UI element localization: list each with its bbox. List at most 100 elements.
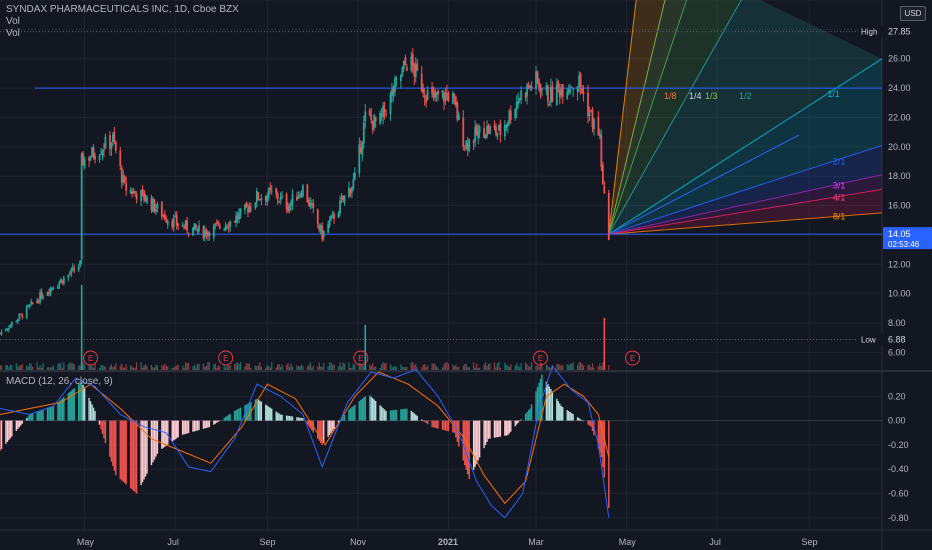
candle-body (362, 122, 365, 144)
macd-histogram-bar (300, 417, 303, 421)
candle-body (505, 124, 508, 128)
macd-histogram-bar (403, 408, 405, 421)
candle-body (342, 195, 344, 201)
candle-body (307, 200, 310, 206)
volume-bar (94, 362, 96, 370)
candle-body (98, 155, 101, 161)
candle-body (327, 223, 330, 233)
candle-body (547, 85, 549, 102)
volume-bar (517, 365, 519, 370)
time-tick-label: Sep (259, 537, 275, 547)
macd-histogram-bar (205, 420, 208, 428)
macd-histogram-bar (173, 420, 175, 441)
candle-body (489, 126, 491, 135)
macd-histogram-bar (385, 410, 387, 421)
candle-body (73, 268, 76, 271)
volume-bar (0, 365, 1, 370)
candle-body (39, 292, 41, 303)
macd-histogram-bar (113, 420, 116, 471)
candle-body (555, 84, 558, 105)
volume-bar (186, 362, 188, 370)
candle-body (8, 327, 10, 330)
macd-histogram-bar (132, 420, 135, 491)
macd-histogram-bar (57, 402, 59, 421)
macd-histogram-bar (363, 397, 365, 421)
candle-body (269, 187, 272, 190)
macd-tick-label: -0.20 (888, 440, 909, 450)
currency-button[interactable]: USD (900, 6, 926, 21)
volume-bar (590, 367, 592, 370)
volume-bar (48, 367, 50, 370)
candle-body (463, 148, 466, 150)
volume-bar (208, 362, 210, 370)
volume-bar (550, 367, 552, 370)
macd-histogram-bar (216, 420, 218, 423)
candle-body (245, 202, 248, 207)
candle-body (163, 213, 166, 220)
macd-legend[interactable]: MACD (12, 26, close, 9) (6, 376, 113, 387)
volume-bar (591, 363, 594, 370)
macd-histogram-bar (391, 410, 393, 421)
price-tick-label: 20.00 (888, 142, 911, 152)
volume-bar (312, 365, 314, 370)
candle-body (478, 126, 481, 133)
candle-body (239, 208, 242, 216)
volume-bar (348, 362, 350, 370)
candle-body (379, 112, 382, 124)
volume-bar (375, 366, 377, 370)
candle-body (598, 133, 601, 137)
macd-histogram-bar (88, 397, 90, 421)
volume-bar (217, 365, 219, 370)
macd-histogram-bar (125, 420, 127, 485)
macd-histogram-bar (331, 420, 334, 431)
macd-histogram-bar (60, 399, 62, 421)
macd-histogram-bar (268, 406, 270, 421)
volume-bar (342, 362, 344, 370)
volume-bar (245, 363, 248, 370)
candle-body (405, 67, 408, 71)
volume-bar (569, 363, 571, 370)
macd-histogram-bar (379, 405, 381, 421)
volume-bar (259, 362, 261, 370)
macd-histogram-bar (288, 415, 291, 421)
volume-legend[interactable]: Vol (6, 16, 20, 27)
low-badge: Low 6.88 (858, 333, 932, 346)
volume-bar (269, 367, 271, 370)
macd-histogram-bar (545, 381, 548, 421)
volume-bar (360, 363, 362, 370)
candle-body (202, 226, 205, 239)
volume-bar (38, 367, 40, 370)
macd-histogram-bar (557, 401, 560, 421)
earnings-marker-circle (218, 350, 234, 366)
volume-bar (57, 363, 59, 370)
macd-histogram-bar (202, 420, 205, 429)
earnings-marker-circle (353, 350, 369, 366)
symbol-title[interactable]: SYNDAX PHARMACEUTICALS INC, 1D, Cboe BZX (6, 4, 239, 15)
candle-body (113, 131, 116, 142)
macd-histogram-bar (547, 384, 549, 421)
macd-histogram-bar (144, 420, 147, 477)
volume-bar (321, 366, 323, 370)
volume-bar (474, 367, 476, 370)
volume-bar (125, 364, 127, 370)
macd-histogram-bar (239, 407, 242, 421)
macd-histogram-bar (48, 407, 50, 421)
volume-bar (225, 367, 227, 370)
volume-bar (577, 365, 579, 370)
macd-histogram-bar (309, 420, 312, 429)
macd-histogram-bar (536, 387, 539, 421)
macd-histogram-bar (20, 420, 22, 426)
macd-histogram-bar (155, 420, 157, 457)
macd-histogram-bar (122, 420, 124, 482)
macd-histogram-bar (529, 408, 531, 421)
volume-bar (236, 362, 239, 370)
volume-bar (140, 362, 142, 370)
macd-histogram-bar (9, 420, 12, 439)
volume-legend-2[interactable]: Vol (6, 28, 20, 39)
candle-body (352, 179, 355, 189)
candle-body (287, 207, 289, 212)
volume-bar (69, 362, 71, 370)
volume-bar (416, 367, 418, 370)
candle-body (68, 273, 71, 275)
